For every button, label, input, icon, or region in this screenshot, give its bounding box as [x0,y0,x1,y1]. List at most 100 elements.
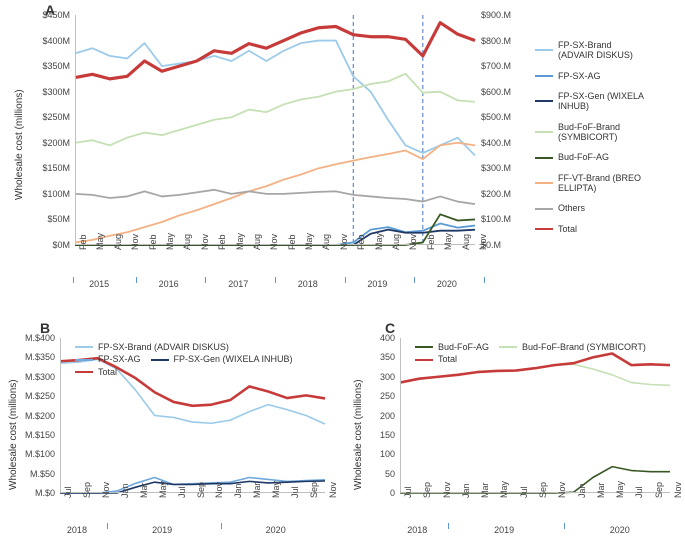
year-sep [345,277,346,283]
x-tick: Nov [101,482,111,498]
legend-swatch [75,346,93,348]
legend-label: FP-SX-AG [98,354,141,364]
x-tick: Nov [328,482,338,498]
x-year: 2018 [407,525,427,535]
y2-tick: $400.M [481,138,511,148]
x-year: 2020 [610,525,630,535]
legend-label: Total [558,224,577,234]
legend-label: Bud-FoF-Brand (SYMBICORT) [522,342,646,352]
panel-b-y-title: Wholesale cost (millions) [8,379,19,490]
x-year: 2015 [89,279,109,289]
legend-item: FP-SX-Brand (ADVAIR DISKUS) [75,342,229,352]
x-tick: Sep [654,482,664,498]
x-tick: Nov [478,234,488,250]
x-tick: Jan [233,483,243,498]
x-tick: Feb [356,234,366,250]
legend-item: Others [535,203,648,213]
legend-label: FP-SX-AG [558,71,601,81]
panel-a-legend: FP-SX-Brand (ADVAIR DISKUS)FP-SX-AGFP-SX… [535,40,648,244]
x-tick: Jul [403,486,413,498]
legend-item: Total [535,224,648,234]
legend-swatch [75,371,93,373]
x-tick: Sep [196,482,206,498]
x-tick: Mar [139,483,149,499]
x-year: 2019 [494,525,514,535]
x-tick: Aug [182,234,192,250]
legend-swatch [415,359,433,361]
x-tick: May [158,481,168,498]
x-year: 2018 [67,525,87,535]
y2-tick: $200.M [481,189,511,199]
legend-label: Bud-FoF-AG [558,152,609,162]
legend-label: Total [438,354,457,364]
legend-swatch [535,100,553,102]
y2-tick: $900.M [481,10,511,20]
x-tick: Feb [148,234,158,250]
x-tick: May [165,233,175,250]
x-tick: Jul [63,486,73,498]
legend-swatch [75,359,93,361]
x-tick: Sep [82,482,92,498]
y2-tick: $500.M [481,112,511,122]
y2-tick: $600.M [481,87,511,97]
year-sep [73,277,74,283]
x-tick: Nov [214,482,224,498]
legend-item: Bud-FoF-AG [415,342,489,352]
legend-item: Bud-FoF-Brand (SYMBICORT) [535,122,648,143]
x-tick: Jul [634,486,644,498]
x-tick: Aug [391,234,401,250]
legend-label: Bud-FoF-AG [438,342,489,352]
panel-a-chart [75,15,475,245]
year-sep [564,523,565,529]
x-tick: May [271,481,281,498]
figure: A Wholesale cost (millions) $0.M$100.M$2… [0,0,685,559]
x-tick: Nov [130,234,140,250]
legend-label: Bud-FoF-Brand (SYMBICORT) [558,122,648,143]
x-tick: Nov [673,482,683,498]
axis-line [60,338,61,493]
x-tick: Feb [426,234,436,250]
year-sep [484,277,485,283]
x-tick: May [374,233,384,250]
legend-item: Bud-FoF-AG [535,152,648,162]
x-year: 2016 [159,279,179,289]
year-sep [136,277,137,283]
legend-label: FP-SX-Brand (ADVAIR DISKUS) [558,40,648,61]
x-tick: Sep [309,482,319,498]
series-Others [75,190,475,204]
x-tick: Nov [269,234,279,250]
year-sep [205,277,206,283]
legend-item: Total [75,367,117,377]
legend-swatch [499,346,517,348]
y2-tick: $700.M [481,61,511,71]
legend-item: FF-VT-Brand (BREO ELLIPTA) [535,173,648,194]
legend-swatch [535,131,553,133]
x-year: 2019 [152,525,172,535]
axis-line [400,492,670,493]
x-tick: Sep [422,482,432,498]
year-sep [448,523,449,529]
x-tick: Aug [321,234,331,250]
x-tick: Mar [596,483,606,499]
panel-b: B Wholesale cost (millions) FP-SX-Brand … [0,320,340,560]
x-tick: Feb [78,234,88,250]
panel-c-y-title: Wholesale cost (millions) [353,379,364,490]
x-tick: Feb [287,234,297,250]
panel-a-y-title: Wholesale cost (millions) [14,89,25,200]
y2-tick: $100.M [481,214,511,224]
legend-swatch [535,228,553,230]
panel-a: A Wholesale cost (millions) $0.M$100.M$2… [0,0,685,310]
axis-line [400,338,401,493]
legend-label: FF-VT-Brand (BREO ELLIPTA) [558,173,648,194]
legend-item: FP-SX-Brand (ADVAIR DISKUS) [535,40,648,61]
legend-item: FP-SX-AG [75,354,141,364]
x-tick: Aug [252,234,262,250]
y2-tick: $800.M [481,36,511,46]
x-year: 2017 [228,279,248,289]
x-tick: Jan [461,483,471,498]
series-Bud-FoF-AG [400,467,670,493]
chart-svg [75,15,475,245]
year-sep [275,277,276,283]
legend-item: Total [415,354,457,364]
legend-swatch [535,157,553,159]
